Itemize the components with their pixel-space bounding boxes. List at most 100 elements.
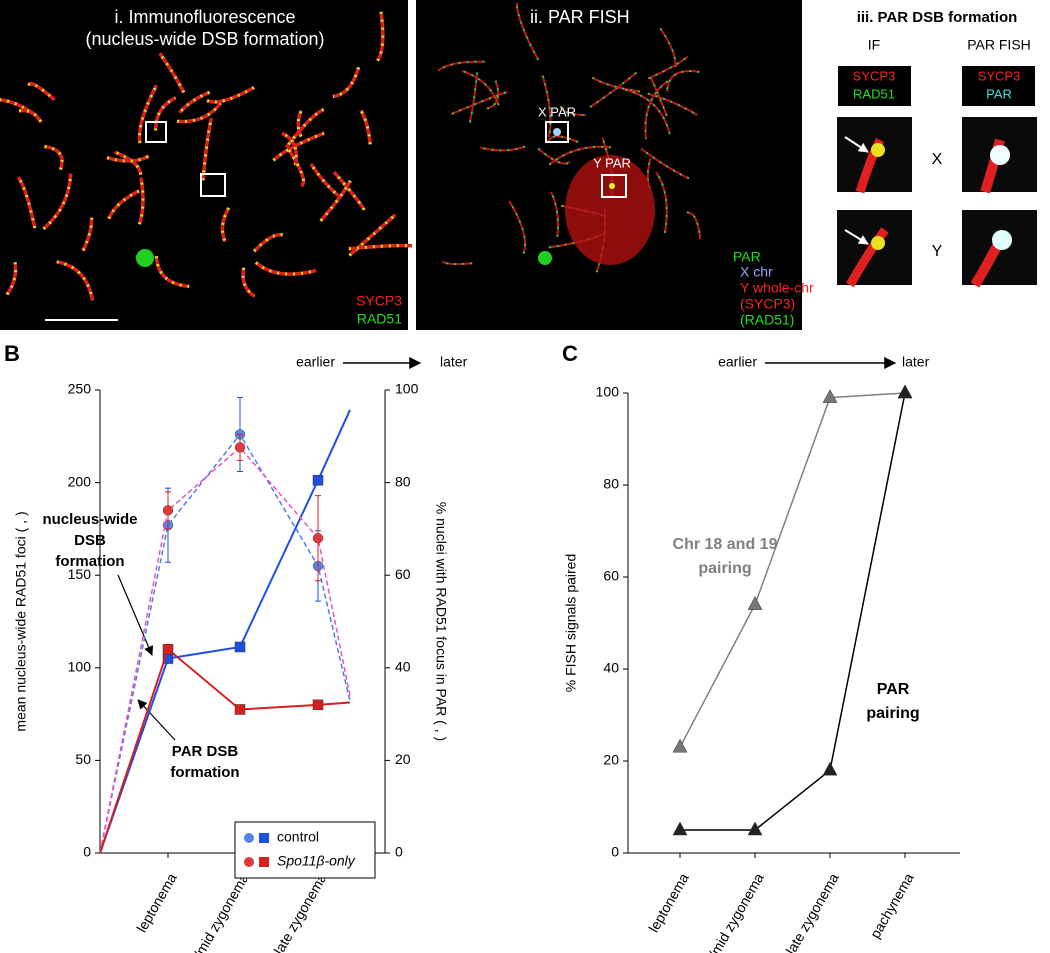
- foci: [468, 72, 478, 124]
- data-line: [99, 409, 351, 854]
- foci: [5, 261, 18, 296]
- stain-label: PAR: [986, 86, 1012, 101]
- marker-square: [312, 475, 324, 486]
- foci: [254, 261, 317, 276]
- foci: [451, 91, 508, 115]
- legend-marker: [259, 833, 269, 843]
- chromosome: [647, 92, 698, 116]
- foci: [515, 2, 540, 61]
- y-tick-label: 250: [68, 381, 92, 397]
- fish-cloud: [565, 155, 655, 265]
- roi-box: [601, 174, 627, 198]
- chromosome: [153, 96, 177, 131]
- foci: [589, 71, 638, 108]
- foci: [479, 145, 526, 152]
- y-tick-label: 20: [603, 752, 619, 768]
- y-tick-label: 100: [68, 659, 92, 675]
- stain-label: X chr: [740, 264, 773, 280]
- legend-marker: [244, 833, 254, 843]
- y-tick-label: 150: [68, 566, 92, 582]
- stain-label: SYCP3: [978, 68, 1021, 83]
- annotation: PAR: [877, 681, 910, 698]
- y-tick-label: 50: [75, 751, 91, 767]
- y-tick-label: 0: [611, 844, 619, 860]
- chromosome: [106, 154, 150, 163]
- roi-label: X PAR: [538, 104, 576, 119]
- panel-label: B: [4, 341, 20, 366]
- annotation: nucleus-wide: [42, 511, 137, 528]
- y-tick-label: 100: [596, 384, 620, 400]
- legend-box: [234, 821, 376, 879]
- chromosome: [541, 75, 552, 138]
- y2-axis-label: % nuclei with RAD51 focus in PAR ( , ): [433, 502, 449, 741]
- y2-tick-label: 40: [395, 659, 411, 675]
- foci: [461, 69, 500, 106]
- foci: [309, 162, 343, 200]
- marker-triangle: [897, 384, 913, 399]
- chromosome: [319, 179, 352, 222]
- stain-label-box: [962, 66, 1035, 106]
- foci: [537, 147, 571, 165]
- data-line: [99, 433, 351, 854]
- foci: [44, 145, 64, 171]
- panel-title: iii. PAR DSB formation: [857, 9, 1018, 26]
- chromosome: [647, 55, 689, 80]
- row-label: X: [932, 151, 943, 168]
- legend-marker: [244, 857, 254, 867]
- blob: [538, 251, 552, 265]
- zoom-content: [844, 136, 1012, 288]
- chromosome: [441, 260, 473, 266]
- y2-tick-label: 20: [395, 751, 411, 767]
- roi-label: Y PAR: [593, 155, 631, 170]
- roi-box: [145, 121, 167, 143]
- annotation: formation: [170, 764, 239, 781]
- foci: [659, 27, 677, 67]
- roi-box: [545, 121, 569, 143]
- annotation-arrow: [137, 699, 176, 741]
- marker-square: [234, 641, 246, 653]
- stain-label: RAD51: [357, 311, 402, 327]
- legend-label: control: [277, 829, 319, 845]
- y2-tick-label: 100: [395, 381, 419, 397]
- marker-square: [162, 644, 174, 655]
- foci: [359, 109, 372, 145]
- marker-circle: [312, 532, 324, 544]
- marker-triangle: [747, 821, 763, 836]
- foci: [348, 213, 397, 257]
- chromosome: [640, 147, 690, 180]
- annotation: DSB: [74, 532, 106, 549]
- y-tick-label: 200: [68, 473, 92, 489]
- chromosome: [287, 149, 306, 188]
- foci: [42, 173, 73, 231]
- chromosome: [81, 217, 94, 252]
- data-line: [680, 392, 906, 831]
- foci: [253, 233, 284, 253]
- chromosome: [332, 66, 361, 99]
- foci: [158, 52, 186, 94]
- chromosome: [107, 189, 140, 220]
- data-line: [679, 392, 906, 748]
- chromosome: [154, 256, 190, 289]
- y2-tick-label: 80: [395, 473, 411, 489]
- legend-label: Spo11β-only: [277, 853, 356, 869]
- stain-label: PAR: [733, 249, 761, 265]
- header-text: later: [902, 354, 930, 370]
- chromosome: [284, 107, 325, 149]
- y-axis-label: % FISH signals paired: [563, 554, 579, 693]
- stain-label-box: [838, 66, 911, 106]
- fish-signal: [553, 128, 561, 136]
- chromosome: [114, 150, 143, 175]
- y2-tick-label: 60: [395, 566, 411, 582]
- chromosome: [591, 76, 641, 93]
- foci: [686, 211, 702, 240]
- blob: [136, 249, 154, 267]
- annotation: Chr 18 and 19: [673, 536, 778, 553]
- stain-label: (SYCP3): [740, 296, 795, 312]
- annotation: formation: [55, 553, 124, 570]
- marker-triangle: [822, 389, 838, 403]
- header-text: earlier: [296, 354, 335, 370]
- panel-title: ii. PAR FISH: [530, 7, 630, 27]
- chromosome: [348, 243, 412, 251]
- legend-marker: [259, 857, 269, 867]
